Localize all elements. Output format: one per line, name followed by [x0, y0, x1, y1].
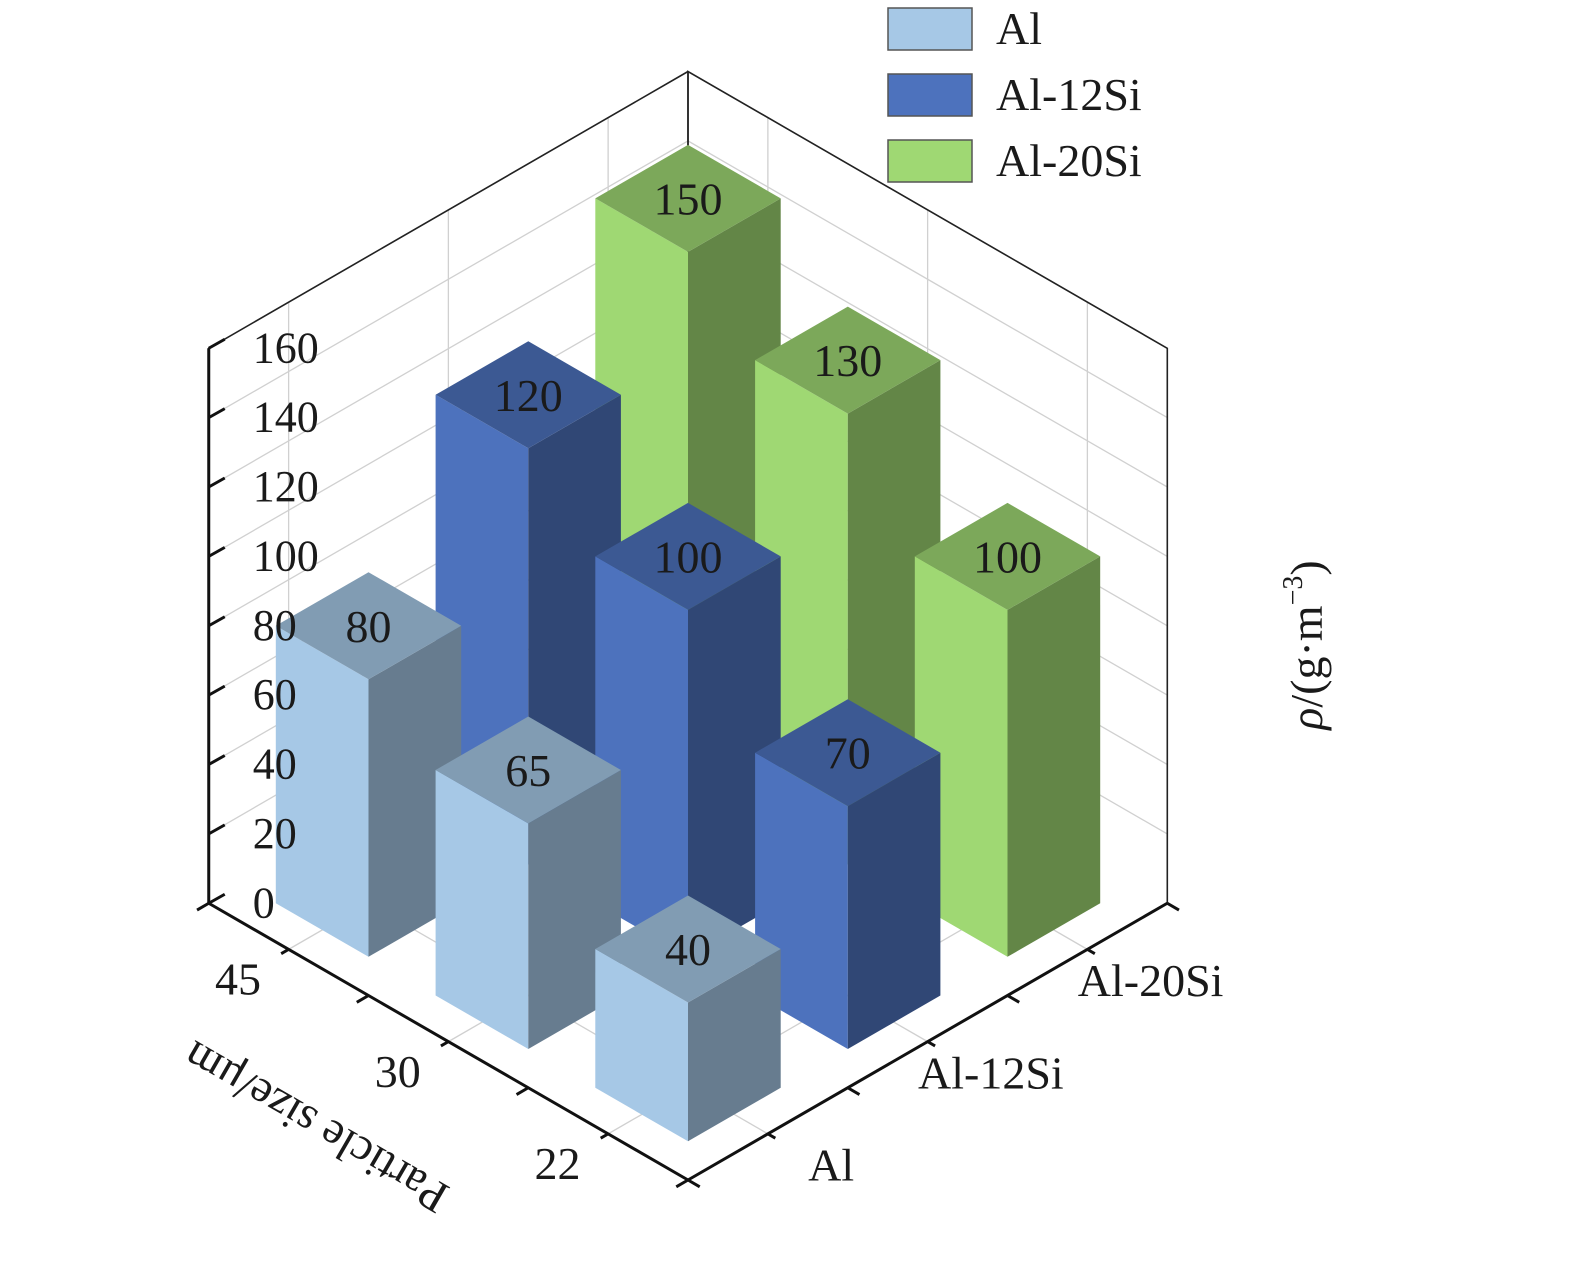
legend-item-al: Al: [887, 3, 1042, 54]
x-tick-label: 30: [375, 1046, 421, 1097]
z-tick-label: 20: [253, 809, 297, 858]
z-tick-label: 100: [253, 531, 319, 580]
z-tick: [208, 407, 226, 419]
x-tick-minor: [440, 1040, 450, 1048]
x-tick: [196, 901, 210, 912]
bar-face-right: [688, 949, 781, 1142]
z-tick: [208, 892, 226, 905]
bar-value-label: 40: [665, 924, 711, 975]
z-tick: [208, 684, 226, 697]
y-tick-minor: [767, 1132, 777, 1140]
bar-value-label: 100: [654, 531, 723, 582]
x-tick-minor: [280, 948, 290, 955]
bar-al-12si-22: 70: [755, 699, 941, 1049]
y-tick: [1166, 901, 1180, 912]
bar-value-label: 80: [346, 601, 392, 652]
legend-item-al-12si: Al-12Si: [887, 69, 1142, 120]
y-tick: [1006, 994, 1020, 1004]
z-tick: [208, 823, 226, 836]
bar-face-top: [914, 502, 1101, 610]
bar-al-12si-30: 100: [595, 502, 781, 957]
y-tick-label: Al-20Si: [1078, 955, 1224, 1006]
z-tick-label: 40: [253, 740, 297, 789]
z-tick-label: 120: [253, 462, 319, 511]
x-tick-minor: [599, 1132, 609, 1140]
z-tick-label: 160: [253, 323, 319, 372]
bar-face-top: [595, 502, 781, 610]
bar-face-left: [275, 625, 369, 957]
bar-al-20si-22: 100: [914, 502, 1101, 957]
bar-value-label: 70: [825, 728, 871, 779]
bar-face-top: [595, 895, 781, 1003]
y-tick-label: Al-12Si: [918, 1047, 1064, 1098]
z-tick: [208, 337, 226, 350]
x-tick: [675, 1178, 689, 1189]
z-tick: [208, 615, 226, 628]
bar-face-top: [755, 306, 941, 414]
bar-al-30: 65: [435, 716, 621, 1049]
bar-face-top: [435, 341, 621, 449]
bar-face-right: [847, 752, 941, 1049]
x-tick-label: 22: [535, 1138, 581, 1189]
z-axis-title: ρ/(g·m−3): [1278, 560, 1332, 731]
y-tick: [846, 1086, 861, 1096]
bar-face-top: [755, 699, 941, 807]
legend-swatch: [887, 73, 973, 117]
bar-al-45: 80: [275, 572, 462, 957]
bar-value-label: 130: [813, 335, 882, 386]
legend: Al Al-12Si Al-20Si: [887, 3, 1142, 186]
bar-al-22: 40: [595, 895, 781, 1142]
legend-label: Al: [996, 3, 1042, 54]
y-tick: [687, 1178, 701, 1189]
y-tick-label: Al: [808, 1140, 854, 1191]
z-tick: [208, 546, 226, 558]
z-tick-label: 140: [253, 393, 319, 442]
bar-value-label: 120: [494, 370, 563, 421]
x-tick: [356, 994, 370, 1004]
y-tick-minor: [1086, 948, 1096, 955]
bar-face-left: [435, 770, 529, 1049]
bars-group: 150 120 130 80 100 100 65 70 40: [275, 144, 1101, 1142]
z-tick-label: 0: [253, 878, 275, 927]
legend-label: Al-20Si: [996, 135, 1142, 186]
bar-value-label: 150: [654, 173, 723, 224]
legend-swatch: [887, 7, 973, 51]
bar-value-label: 65: [505, 745, 551, 796]
z-tick-label: 80: [253, 601, 297, 650]
y-tick-minor: [926, 1040, 936, 1048]
bar-face-top: [595, 144, 781, 252]
legend-label: Al-12Si: [996, 69, 1142, 120]
legend-item-al-20si: Al-20Si: [887, 135, 1142, 186]
bar-face-top: [275, 572, 462, 680]
x-tick: [515, 1086, 530, 1096]
bar-face-top: [435, 716, 621, 824]
x-tick-label: 45: [215, 954, 261, 1005]
bar-value-label: 100: [973, 531, 1042, 582]
bar-face-left: [595, 949, 688, 1142]
bar-face-right: [1007, 556, 1101, 957]
z-tick: [208, 476, 226, 489]
z-tick: [208, 754, 226, 766]
z-tick-label: 60: [253, 670, 297, 719]
legend-swatch: [887, 139, 973, 183]
